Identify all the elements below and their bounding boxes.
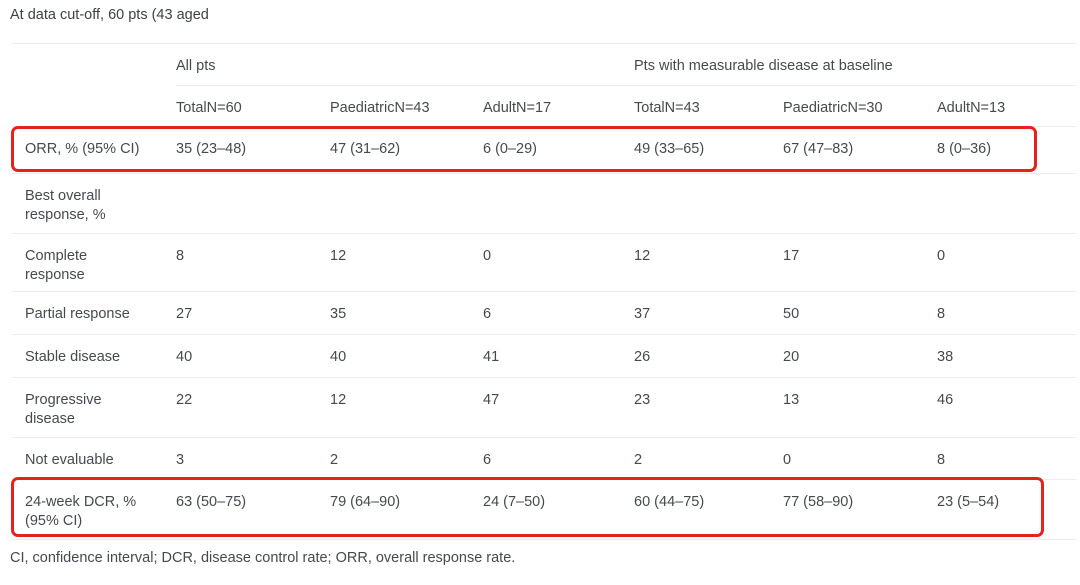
table-cell: 47: [483, 377, 635, 438]
page-title: At data cut-off, 60 pts (43 aged: [10, 7, 209, 23]
column-header-row: TotalN=60 PaediatricN=43 AdultN=17 Total…: [12, 85, 1077, 127]
table-cell: 35: [330, 291, 483, 335]
table-cell: 8: [937, 291, 1077, 335]
table-cell: 17: [783, 233, 938, 292]
table-cell: [483, 173, 635, 234]
table-cell: [634, 173, 784, 234]
table-cell: 6: [483, 437, 635, 480]
table-cell: 0: [783, 437, 938, 480]
column-header-adult-13: AdultN=13: [937, 85, 1077, 127]
table-cell: 41: [483, 334, 635, 378]
table-cell: 6 (0–29): [483, 126, 635, 174]
table-cell: 23 (5–54): [937, 479, 1077, 540]
results-table: All pts Pts with measurable disease at b…: [12, 43, 1077, 540]
table-cell: [937, 173, 1077, 234]
group-header-row: All pts Pts with measurable disease at b…: [12, 43, 1077, 86]
table-cell: 2: [634, 437, 784, 480]
column-header-spacer: [12, 85, 176, 127]
table-cell: 8: [937, 437, 1077, 480]
table-cell: 27: [176, 291, 330, 335]
table-cell: [330, 173, 483, 234]
table-cell: 63 (50–75): [176, 479, 330, 540]
table-cell: 23: [634, 377, 784, 438]
table-cell: 40: [330, 334, 483, 378]
table-cell: 12: [330, 233, 483, 292]
table-row-best-overall: Best overall response, %: [12, 173, 1077, 234]
table-cell: 60 (44–75): [634, 479, 784, 540]
table-cell: 67 (47–83): [783, 126, 938, 174]
table-cell: 26: [634, 334, 784, 378]
group-header-spacer: [12, 43, 176, 86]
table-row-not-evaluable: Not evaluable 3 2 6 2 0 8: [12, 437, 1077, 480]
row-label: Progressive disease: [12, 377, 176, 438]
table-cell: 35 (23–48): [176, 126, 330, 174]
table-cell: 3: [176, 437, 330, 480]
column-header-paediatric-30: PaediatricN=30: [783, 85, 938, 127]
row-label: 24-week DCR, % (95% CI): [12, 479, 176, 540]
table-cell: 12: [634, 233, 784, 292]
column-header-adult-17: AdultN=17: [483, 85, 635, 127]
column-header-total-43: TotalN=43: [634, 85, 784, 127]
row-label: Complete response: [12, 233, 176, 292]
table-cell: 79 (64–90): [330, 479, 483, 540]
table-cell: 20: [783, 334, 938, 378]
abbreviations-footnote: CI, confidence interval; DCR, disease co…: [10, 550, 516, 566]
table-cell: 0: [483, 233, 635, 292]
table-cell: 6: [483, 291, 635, 335]
table-cell: 40: [176, 334, 330, 378]
table-cell: 50: [783, 291, 938, 335]
table-cell: 8: [176, 233, 330, 292]
row-label: Not evaluable: [12, 437, 176, 480]
table-cell: 2: [330, 437, 483, 480]
group-header-all-pts: All pts: [176, 43, 635, 86]
table-row-stable-disease: Stable disease 40 40 41 26 20 38: [12, 334, 1077, 378]
table-row-complete-response: Complete response 8 12 0 12 17 0: [12, 233, 1077, 292]
table-cell: 37: [634, 291, 784, 335]
table-cell: 46: [937, 377, 1077, 438]
table-cell: [176, 173, 330, 234]
table-cell: 24 (7–50): [483, 479, 635, 540]
column-header-total-60: TotalN=60: [176, 85, 330, 127]
table-row-dcr: 24-week DCR, % (95% CI) 63 (50–75) 79 (6…: [12, 479, 1077, 540]
table-cell: [783, 173, 938, 234]
row-label: Partial response: [12, 291, 176, 335]
outcomes-table: All pts Pts with measurable disease at b…: [12, 43, 1077, 540]
table-cell: 47 (31–62): [330, 126, 483, 174]
table-cell: 8 (0–36): [937, 126, 1077, 174]
table-row-partial-response: Partial response 27 35 6 37 50 8: [12, 291, 1077, 335]
table-cell: 38: [937, 334, 1077, 378]
table-cell: 12: [330, 377, 483, 438]
table-cell: 77 (58–90): [783, 479, 938, 540]
table-cell: 0: [937, 233, 1077, 292]
table-cell: 49 (33–65): [634, 126, 784, 174]
table-cell: 13: [783, 377, 938, 438]
row-label: Stable disease: [12, 334, 176, 378]
table-row-progressive-disease: Progressive disease 22 12 47 23 13 46: [12, 377, 1077, 438]
row-label: ORR, % (95% CI): [12, 126, 176, 174]
row-label: Best overall response, %: [12, 173, 176, 234]
table-cell: 22: [176, 377, 330, 438]
table-row-orr: ORR, % (95% CI) 35 (23–48) 47 (31–62) 6 …: [12, 126, 1077, 174]
column-header-paediatric-43: PaediatricN=43: [330, 85, 483, 127]
group-header-measurable: Pts with measurable disease at baseline: [634, 43, 1077, 86]
